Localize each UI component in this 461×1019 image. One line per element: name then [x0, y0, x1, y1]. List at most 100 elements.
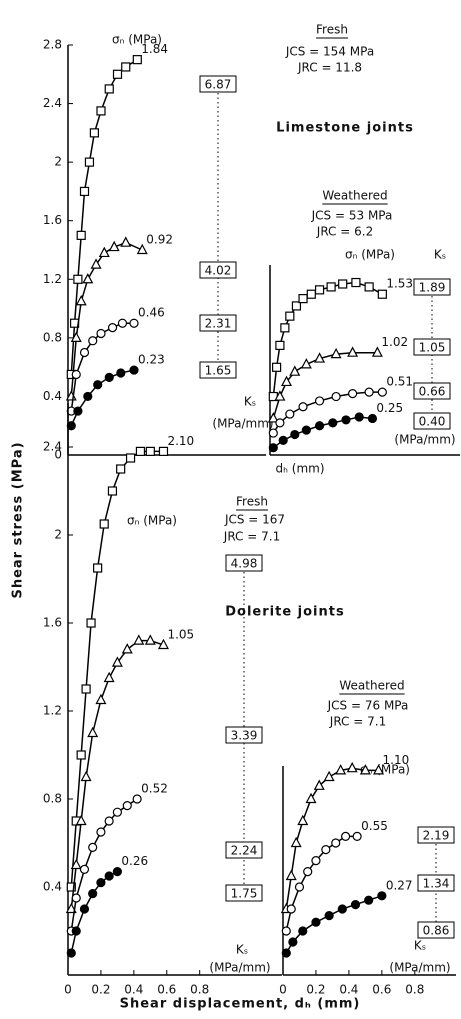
series-label: 2.10: [167, 434, 194, 448]
y-axis-label: Shear stress (MPa): [11, 441, 26, 598]
ks-label: Kₛ: [434, 248, 446, 262]
ks-value: 1.05: [419, 341, 446, 355]
marker: [112, 807, 122, 817]
marker: [70, 331, 82, 342]
condition: Fresh: [316, 23, 348, 37]
marker: [331, 838, 341, 848]
marker: [144, 634, 156, 645]
y-tick-label: 1.2: [43, 704, 62, 718]
marker: [377, 891, 387, 901]
marker: [321, 844, 331, 855]
marker: [323, 770, 335, 782]
marker: [129, 365, 139, 375]
marker: [285, 409, 295, 419]
marker: [76, 230, 86, 240]
ks-box: [225, 554, 263, 572]
marker: [377, 387, 387, 397]
marker: [298, 926, 308, 936]
y-tick-label: 2: [54, 528, 62, 542]
series-label: 0.92: [146, 233, 173, 247]
marker: [87, 726, 99, 738]
marker: [351, 277, 361, 288]
sigma-label: σₙ (MPa): [360, 763, 410, 777]
marker: [73, 274, 83, 284]
marker: [79, 904, 90, 914]
ks-label: Kₛ: [414, 939, 426, 953]
ks-label: Kₛ: [236, 943, 248, 957]
ks-box: [413, 278, 451, 296]
marker: [338, 279, 348, 289]
marker: [116, 464, 126, 474]
marker: [66, 948, 76, 958]
marker: [298, 402, 308, 412]
marker: [117, 318, 128, 328]
marker: [272, 362, 282, 372]
marker: [377, 289, 387, 299]
marker: [281, 926, 291, 936]
marker: [111, 656, 123, 667]
series-label: 0.51: [386, 375, 413, 389]
y-tick-label: 1.6: [43, 213, 62, 227]
marker: [75, 294, 87, 306]
marker: [341, 831, 351, 842]
marker: [90, 258, 102, 269]
marker: [82, 273, 94, 284]
marker: [71, 369, 81, 380]
marker: [278, 435, 288, 445]
marker: [267, 412, 279, 423]
marker: [311, 917, 321, 927]
series-label: 1.84: [141, 42, 168, 56]
marker: [107, 323, 118, 333]
ks-unit: (MPa/mm): [212, 417, 273, 431]
marker: [275, 340, 285, 350]
marker: [120, 236, 132, 247]
ks-value: 2.31: [205, 317, 232, 331]
ks-box: [413, 338, 451, 356]
marker: [88, 888, 98, 899]
marker: [84, 157, 95, 167]
jcs: JCS = 167: [224, 513, 285, 527]
jrc: JRC = 11.8: [297, 61, 362, 75]
ks-box: [417, 921, 455, 939]
marker: [112, 866, 122, 877]
marker: [330, 347, 342, 359]
marker: [311, 855, 321, 866]
marker: [75, 814, 87, 826]
ks-box: [199, 75, 237, 93]
marker: [129, 318, 139, 328]
marker: [314, 396, 325, 406]
marker: [88, 336, 98, 346]
y-tick-label: 0.4: [43, 880, 62, 894]
marker: [157, 638, 169, 650]
marker: [65, 902, 77, 914]
marker: [89, 128, 100, 138]
ks-box: [417, 874, 455, 892]
marker: [291, 301, 302, 311]
marker: [297, 814, 309, 826]
series-label: 0.46: [138, 306, 165, 320]
x-tick-label: 0.4: [124, 983, 143, 997]
marker: [288, 937, 298, 947]
ks-box: [417, 826, 455, 844]
marker: [71, 893, 81, 903]
ks-value: 1.65: [205, 364, 232, 378]
marker: [104, 871, 114, 881]
ks-box: [225, 726, 263, 744]
marker: [275, 418, 285, 428]
marker: [121, 62, 131, 72]
marker: [108, 240, 120, 252]
marker: [96, 328, 106, 339]
condition: Weathered: [322, 189, 387, 203]
sigma-label: σₙ (MPa): [112, 33, 162, 47]
ks-box: [413, 412, 451, 430]
marker: [350, 899, 361, 910]
ks-value: 6.87: [205, 78, 232, 92]
marker: [348, 389, 358, 399]
condition: Fresh: [236, 495, 268, 509]
marker: [298, 294, 308, 304]
series-label: 0.25: [376, 401, 403, 415]
marker: [371, 346, 383, 357]
marker: [352, 831, 362, 842]
marker: [103, 671, 115, 683]
